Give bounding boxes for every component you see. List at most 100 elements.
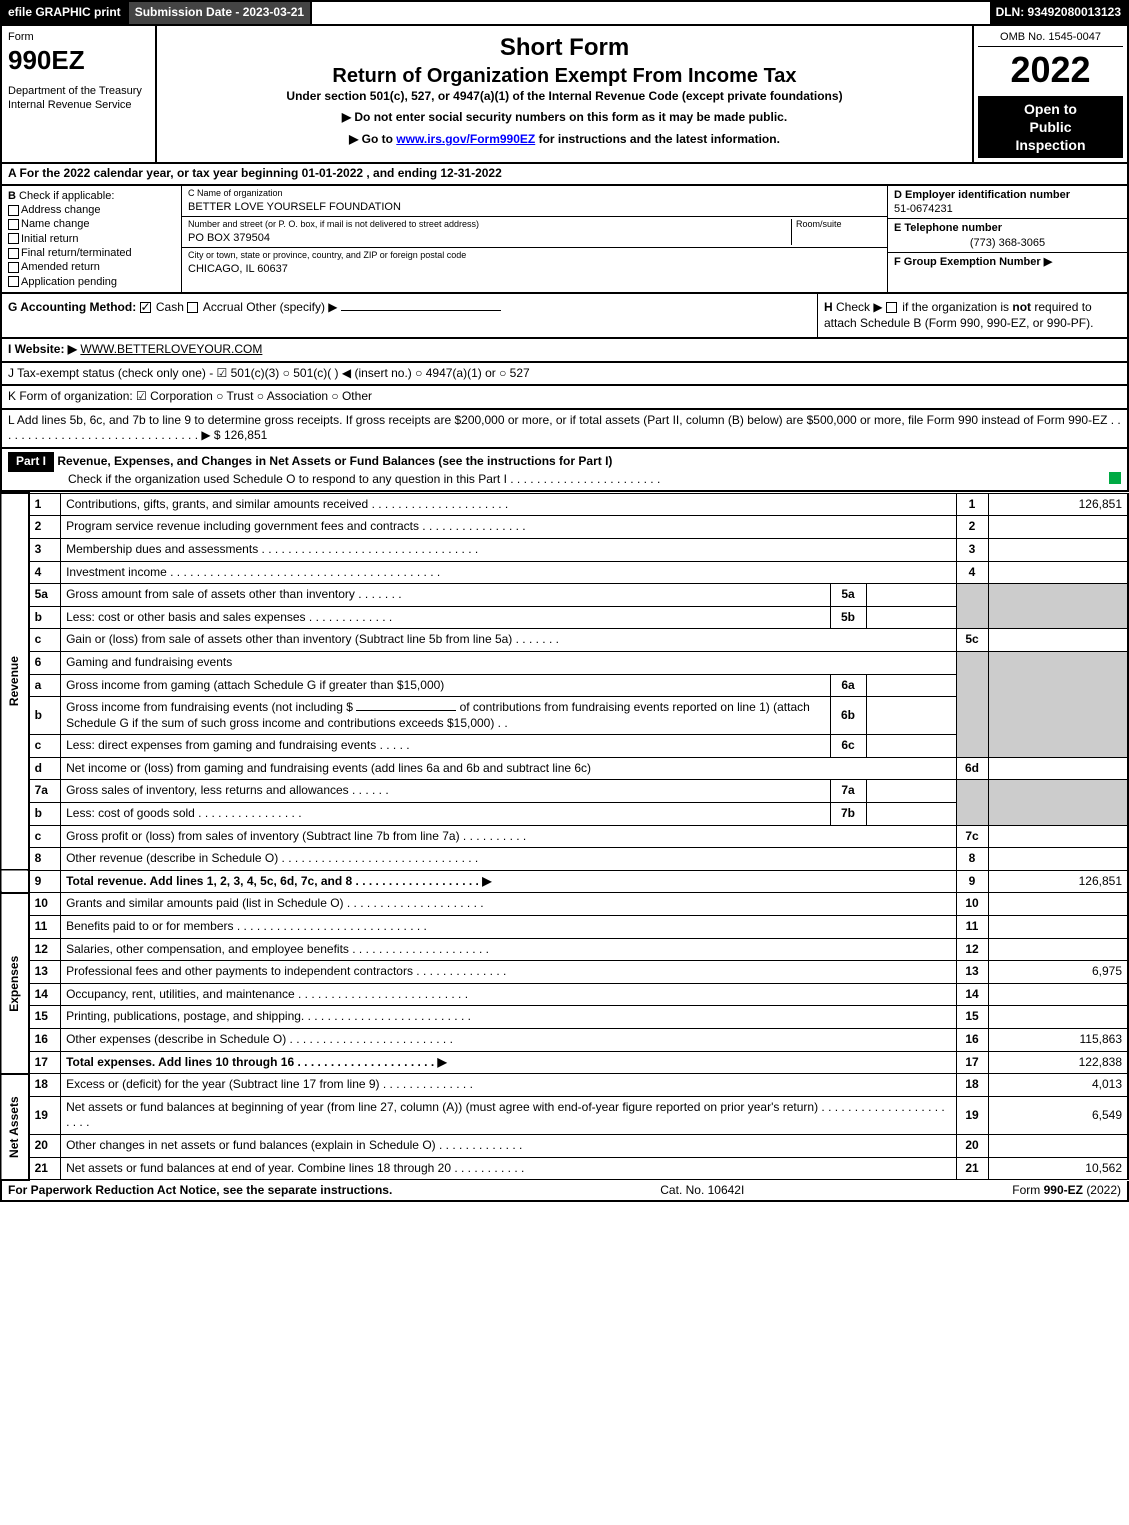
col-d: D Employer identification number 51-0674…: [887, 186, 1127, 292]
row-l: L Add lines 5b, 6c, and 7b to line 9 to …: [0, 410, 1129, 449]
title-return: Return of Organization Exempt From Incom…: [167, 63, 962, 89]
l8-desc: Other revenue (describe in Schedule O) .…: [61, 848, 956, 871]
l5b-desc: Less: cost or other basis and sales expe…: [61, 606, 830, 629]
g-label: G Accounting Method:: [8, 300, 136, 314]
checkbox-accrual[interactable]: [187, 302, 198, 313]
l4-ln: 4: [956, 561, 988, 584]
l6c-desc: Less: direct expenses from gaming and fu…: [61, 735, 830, 758]
l6d-desc: Net income or (loss) from gaming and fun…: [61, 757, 956, 780]
form-number: 990EZ: [8, 44, 149, 78]
footer-left: For Paperwork Reduction Act Notice, see …: [8, 1183, 392, 1199]
l6c-num: c: [29, 735, 61, 758]
title-short-form: Short Form: [167, 32, 962, 63]
row-k: K Form of organization: ☑ Corporation ○ …: [0, 386, 1129, 410]
l18-num: 18: [29, 1074, 61, 1097]
sidelabel-revenue: Revenue: [1, 493, 29, 870]
l7a-num: 7a: [29, 780, 61, 803]
sidelabel-rev-end: [1, 870, 29, 893]
c-name-row: C Name of organization BETTER LOVE YOURS…: [182, 186, 887, 217]
footer-right-form: 990-EZ: [1044, 1183, 1083, 1197]
l5a-desc: Gross amount from sale of assets other t…: [61, 584, 830, 607]
l8-ln: 8: [956, 848, 988, 871]
l20-desc: Other changes in net assets or fund bala…: [61, 1134, 956, 1157]
checkbox-final-return[interactable]: [8, 248, 19, 259]
l6a-desc: Gross income from gaming (attach Schedul…: [61, 674, 830, 697]
col-c: C Name of organization BETTER LOVE YOURS…: [182, 186, 887, 292]
l17-val: 122,838: [988, 1051, 1128, 1074]
checkbox-cash[interactable]: [140, 302, 151, 313]
l9-desc: Total revenue. Add lines 1, 2, 3, 4, 5c,…: [61, 870, 956, 893]
l11-num: 11: [29, 916, 61, 939]
checkbox-amended-return[interactable]: [8, 262, 19, 273]
checkbox-name-change[interactable]: [8, 219, 19, 230]
schedule-o-check[interactable]: [1109, 472, 1121, 484]
checkbox-initial-return[interactable]: [8, 233, 19, 244]
header-right: OMB No. 1545-0047 2022 Open to Public In…: [972, 26, 1127, 163]
l5ab-shade-ln: [956, 584, 988, 629]
h-not: not: [1012, 300, 1031, 314]
l19-desc: Net assets or fund balances at beginning…: [61, 1096, 956, 1134]
l6a-sn: 6a: [830, 674, 866, 697]
i-label: I Website: ▶: [8, 342, 77, 356]
l6a-num: a: [29, 674, 61, 697]
opt-initial-return: Initial return: [21, 233, 78, 245]
l6b-desc: Gross income from fundraising events (no…: [61, 697, 830, 735]
footer-right: Form 990-EZ (2022): [1012, 1183, 1121, 1199]
l3-ln: 3: [956, 538, 988, 561]
org-city: CHICAGO, IL 60637: [188, 262, 881, 276]
sidelabel-net-assets: Net Assets: [1, 1074, 29, 1180]
l15-val: [988, 1006, 1128, 1029]
opt-address-change: Address change: [21, 204, 101, 216]
l7c-val: [988, 825, 1128, 848]
l1-num: 1: [29, 493, 61, 516]
l6b-sn: 6b: [830, 697, 866, 735]
checkbox-address-change[interactable]: [8, 205, 19, 216]
l21-num: 21: [29, 1157, 61, 1180]
l21-desc: Net assets or fund balances at end of ye…: [61, 1157, 956, 1180]
c-city-row: City or town, state or province, country…: [182, 248, 887, 278]
l2-val: [988, 516, 1128, 539]
l16-num: 16: [29, 1029, 61, 1052]
l5ab-shade-val: [988, 584, 1128, 629]
l16-desc: Other expenses (describe in Schedule O) …: [61, 1029, 956, 1052]
g-accr: Accrual: [203, 300, 243, 314]
l10-ln: 10: [956, 893, 988, 916]
l1-val: 126,851: [988, 493, 1128, 516]
l4-num: 4: [29, 561, 61, 584]
checkbox-application-pending[interactable]: [8, 276, 19, 287]
l19-ln: 19: [956, 1096, 988, 1134]
footer: For Paperwork Reduction Act Notice, see …: [0, 1181, 1129, 1203]
room-label: Room/suite: [791, 219, 881, 245]
l6d-num: d: [29, 757, 61, 780]
tax-year: 2022: [978, 47, 1123, 94]
opt-application-pending: Application pending: [21, 276, 117, 288]
l18-val: 4,013: [988, 1074, 1128, 1097]
org-addr: PO BOX 379504: [188, 231, 791, 245]
c-city-label: City or town, state or province, country…: [188, 250, 881, 262]
l9-ln: 9: [956, 870, 988, 893]
l20-val: [988, 1134, 1128, 1157]
part1-title: Revenue, Expenses, and Changes in Net As…: [57, 454, 612, 468]
g-other-input[interactable]: [341, 310, 501, 311]
c-name-label: C Name of organization: [188, 188, 881, 200]
part1-badge: Part I: [8, 452, 54, 472]
row-j: J Tax-exempt status (check only one) - ☑…: [0, 363, 1129, 387]
l19-num: 19: [29, 1096, 61, 1134]
checkbox-h[interactable]: [886, 302, 897, 313]
open2: Public: [980, 118, 1121, 136]
footer-right-post: (2022): [1086, 1183, 1121, 1197]
l14-num: 14: [29, 983, 61, 1006]
l6-num: 6: [29, 651, 61, 674]
l13-desc: Professional fees and other payments to …: [61, 961, 956, 984]
website-link[interactable]: WWW.BETTERLOVEYOUR.COM: [80, 342, 262, 356]
l19-val: 6,549: [988, 1096, 1128, 1134]
l20-ln: 20: [956, 1134, 988, 1157]
l6b-amount-input[interactable]: [356, 710, 456, 711]
irs-label: Internal Revenue Service: [8, 98, 149, 112]
opt-final-return: Final return/terminated: [21, 247, 132, 259]
l2-ln: 2: [956, 516, 988, 539]
irs-link[interactable]: www.irs.gov/Form990EZ: [396, 132, 535, 146]
l6b-d1: Gross income from fundraising events (no…: [66, 700, 353, 714]
l7ab-shade-val: [988, 780, 1128, 825]
l11-ln: 11: [956, 916, 988, 939]
